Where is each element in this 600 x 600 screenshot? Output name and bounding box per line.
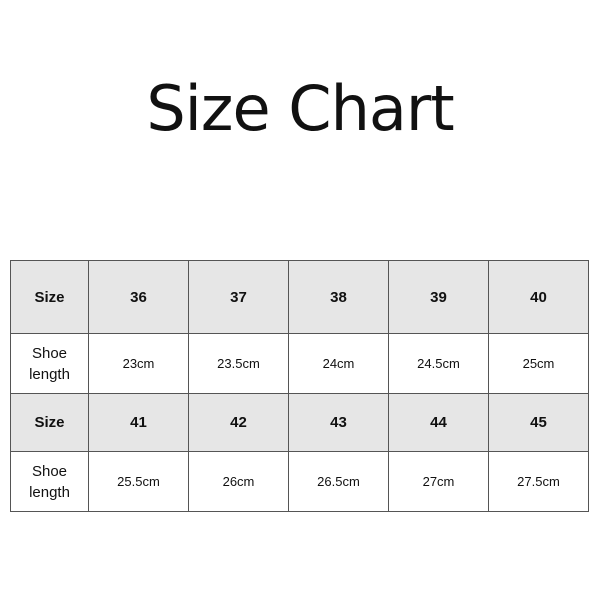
size-cell: 37 [188,260,289,334]
length-cell: 27cm [388,451,489,512]
length-cell: 26.5cm [288,451,389,512]
length-cell: 27.5cm [488,451,589,512]
page-title: Size Chart [146,72,454,145]
size-cell: 41 [88,393,189,452]
size-row: Size 41 42 43 44 45 [10,393,589,452]
size-cell: 36 [88,260,189,334]
size-cell: 42 [188,393,289,452]
size-cell: 40 [488,260,589,334]
size-cell: 38 [288,260,389,334]
length-label-line1: Shoe [31,462,68,480]
length-label-line2: length [29,365,70,383]
length-cell: 23.5cm [188,333,289,394]
length-label-line1: Shoe [31,344,68,362]
length-label: Shoe length [10,451,89,512]
length-cell: 26cm [188,451,289,512]
length-label-line2: length [29,483,70,501]
length-cell: 23cm [88,333,189,394]
length-row: Shoe length 23cm 23.5cm 24cm 24.5cm 25cm [10,333,589,394]
size-label: Size [10,260,89,334]
size-cell: 43 [288,393,389,452]
length-cell: 25.5cm [88,451,189,512]
size-chart-table: Size 36 37 38 39 40 Shoe length 23cm 23.5cm 24cm 24… [10,260,589,512]
size-cell: 45 [488,393,589,452]
size-row: Size 36 37 38 39 40 [10,260,589,334]
length-cell: 25cm [488,333,589,394]
length-label: Shoe length [10,333,89,394]
size-cell: 39 [388,260,489,334]
size-cell: 44 [388,393,489,452]
length-cell: 24.5cm [388,333,489,394]
size-label: Size [10,393,89,452]
length-cell: 24cm [288,333,389,394]
length-row: Shoe length 25.5cm 26cm 26.5cm 27cm 27.5cm [10,451,589,512]
